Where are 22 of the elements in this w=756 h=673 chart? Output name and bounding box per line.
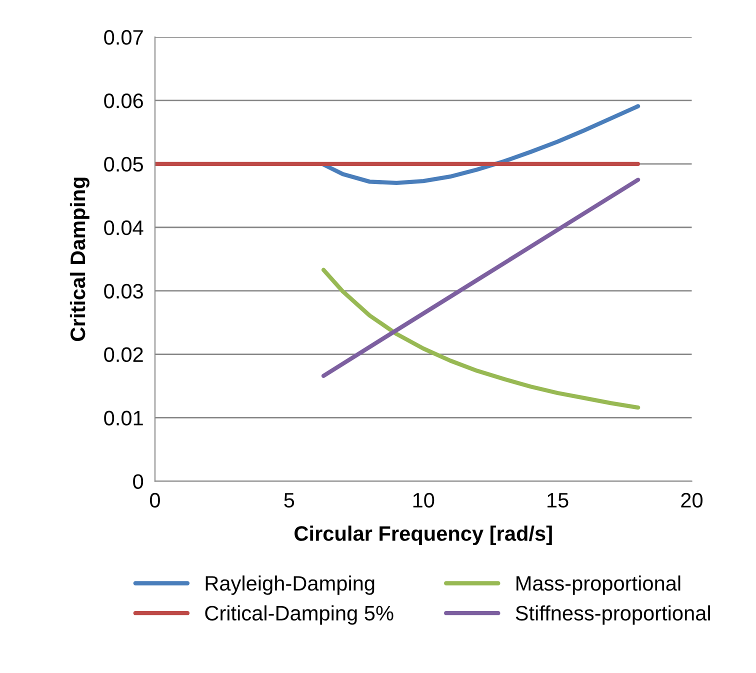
- y-tick-label: 0.03: [104, 284, 143, 299]
- legend-label: Mass-proportional: [516, 575, 680, 595]
- x-axis-title: Circular Frequency [rad/s]: [294, 526, 552, 546]
- x-tick-label: 15: [548, 493, 568, 508]
- line-series: [321, 104, 640, 186]
- y-tick-label: 0.01: [104, 410, 143, 426]
- legend-label: Stiffness-proportional: [516, 605, 710, 625]
- x-tick-label: 10: [413, 492, 434, 508]
- y-tick-label: 0.04: [104, 220, 144, 236]
- y-axis-title: Critical Damping: [70, 178, 90, 342]
- x-tick-label: 0: [150, 492, 160, 508]
- y-tick-label: 0: [133, 474, 144, 489]
- line-series: [321, 268, 640, 410]
- legend-label: Rayleigh-Damping: [206, 575, 374, 595]
- y-tick-label: 0.06: [104, 93, 143, 108]
- y-tick-label: 0.05: [104, 156, 143, 172]
- legend-label: Critical-Damping 5%: [205, 605, 394, 625]
- y-tick-label: 0.02: [104, 347, 143, 362]
- line-series: [321, 178, 640, 378]
- x-tick-label: 5: [284, 493, 294, 508]
- y-tick-label: 0.07: [104, 30, 143, 45]
- x-tick-label: 20: [681, 492, 703, 508]
